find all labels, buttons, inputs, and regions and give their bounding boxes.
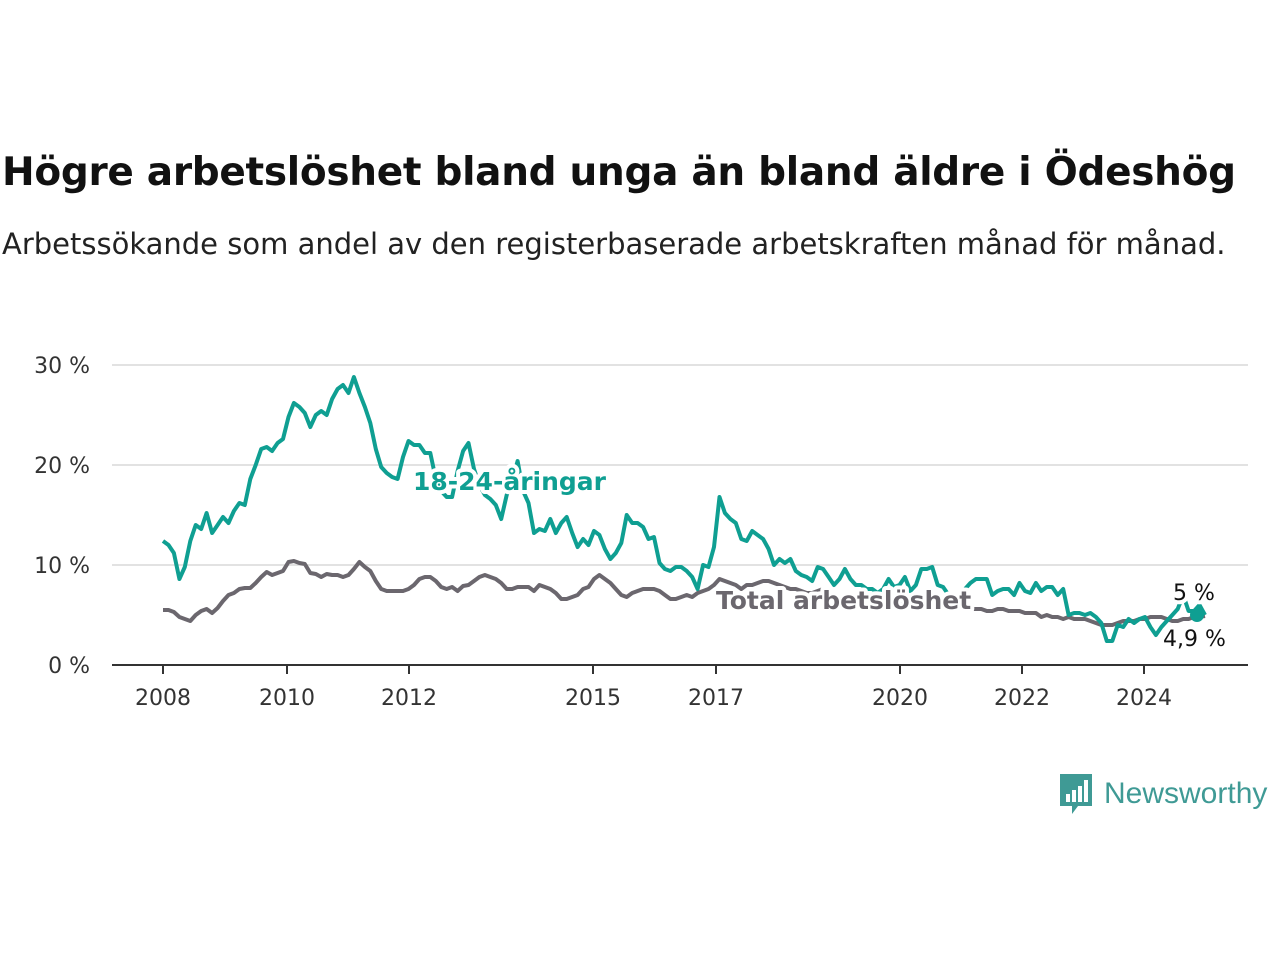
end-label-youth-halo: 5 %	[1173, 581, 1215, 606]
x-tick-label: 2015	[565, 686, 621, 711]
brand-name: Newsworthy	[1104, 777, 1268, 810]
y-tick-label: 20 %	[34, 454, 90, 479]
newsworthy-logo: Newsworthy	[1058, 772, 1267, 816]
series-end-marker-youth	[1190, 608, 1204, 622]
chart-title: Högre arbetslöshet bland unga än bland ä…	[2, 150, 1236, 195]
series-line-total	[163, 559, 1206, 627]
x-tick-label: 2017	[688, 686, 744, 711]
series-label-total-halo: Total arbetslöshet	[716, 586, 971, 615]
x-tick-label: 2010	[259, 686, 315, 711]
end-label-youth: 5 %	[1173, 581, 1215, 606]
x-tick-label: 2012	[381, 686, 437, 711]
newsworthy-icon	[1060, 774, 1092, 814]
x-tick-label: 2020	[872, 686, 928, 711]
y-tick-label: 0 %	[48, 654, 90, 679]
chart-subtitle: Arbetssökande som andel av den registerb…	[2, 227, 1226, 261]
y-tick-label: 10 %	[34, 554, 90, 579]
end-label-total: 4,9 %	[1163, 627, 1226, 652]
series-label-total: Total arbetslöshet	[716, 586, 971, 615]
series-line-youth	[161, 375, 1207, 643]
x-tick-label: 2008	[135, 686, 191, 711]
series-label-youth: 18-24-åringar	[413, 467, 607, 496]
end-label-total-halo: 4,9 %	[1163, 627, 1226, 652]
y-tick-label: 30 %	[34, 354, 90, 379]
x-tick-label: 2024	[1116, 686, 1172, 711]
x-tick-label: 2022	[994, 686, 1050, 711]
series-label-youth-halo: 18-24-åringar	[413, 467, 607, 496]
